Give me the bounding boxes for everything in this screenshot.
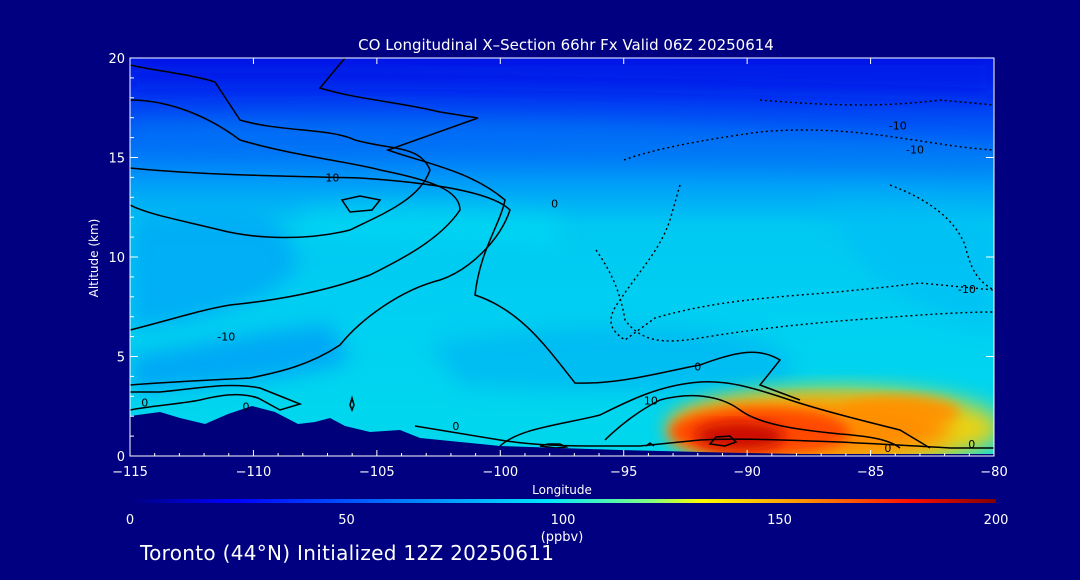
contour-line bbox=[318, 58, 801, 401]
field-region bbox=[130, 116, 994, 175]
contours-positive bbox=[130, 58, 994, 449]
contour-label: -10 bbox=[217, 331, 235, 344]
contour-label: 0 bbox=[551, 197, 558, 210]
field-region bbox=[130, 325, 350, 392]
contour-line-dotted bbox=[595, 249, 994, 342]
colorbar-tick-label: 0 bbox=[126, 513, 134, 528]
y-axis: 0 5 10 15 20 bbox=[108, 52, 994, 465]
contour-line-dotted bbox=[889, 184, 994, 291]
contour-line bbox=[499, 380, 931, 449]
x-tick-label: −85 bbox=[857, 465, 884, 480]
contour-line bbox=[340, 195, 382, 213]
y-tick-label: 20 bbox=[108, 52, 125, 67]
contour-label: 10 bbox=[644, 394, 658, 407]
colorbar-ticks: 0 50 100 150 200 bbox=[126, 513, 1009, 528]
colorbar-tick-label: 100 bbox=[551, 513, 576, 528]
contour-line-dotted bbox=[759, 99, 994, 106]
contour-line bbox=[645, 442, 655, 447]
colorbar-tick-label: 50 bbox=[338, 513, 355, 528]
field-region bbox=[430, 325, 792, 391]
contour-line bbox=[414, 425, 994, 449]
contour-label: 0 bbox=[694, 360, 701, 373]
contour-line bbox=[130, 167, 511, 386]
contour-label: -10 bbox=[958, 283, 976, 296]
colorbar-units: (ppbv) bbox=[541, 530, 584, 545]
x-tick-label: −105 bbox=[359, 465, 395, 480]
field-region bbox=[130, 209, 300, 330]
contour-label: -10 bbox=[889, 120, 907, 133]
plume-east-orange bbox=[840, 396, 960, 428]
colorbar-tick-label: 200 bbox=[984, 513, 1009, 528]
contour-label: 0 bbox=[243, 400, 250, 413]
y-tick-label: 5 bbox=[117, 351, 125, 366]
contour-line-dotted bbox=[610, 184, 994, 341]
colorbar bbox=[130, 499, 996, 503]
contour-line bbox=[130, 64, 431, 239]
field-region bbox=[130, 58, 994, 95]
contour-line bbox=[708, 435, 738, 447]
x-axis: −115 −110 −105 −100 −95 −90 −85 −80 bbox=[112, 58, 1008, 480]
x-tick-label: −115 bbox=[112, 465, 148, 480]
chart-title: CO Longitudinal X–Section 66hr Fx Valid … bbox=[358, 36, 774, 54]
contour-label: 0 bbox=[141, 396, 148, 409]
contour-label: 0 bbox=[968, 438, 975, 451]
colorbar-tick-label: 150 bbox=[767, 513, 792, 528]
contour-line bbox=[130, 384, 303, 411]
contour-label: 10 bbox=[325, 171, 339, 184]
x-tick-label: −100 bbox=[482, 465, 518, 480]
contour-label: 0 bbox=[452, 420, 459, 433]
contour-label: -10 bbox=[906, 144, 924, 157]
contour-line bbox=[604, 394, 901, 449]
x-axis-label: Longitude bbox=[532, 483, 592, 497]
plume bbox=[670, 383, 994, 456]
terrain bbox=[130, 406, 994, 456]
x-tick-label: −110 bbox=[236, 465, 272, 480]
x-tick-label: −80 bbox=[980, 465, 1007, 480]
plume-core bbox=[695, 422, 785, 450]
y-tick-label: 15 bbox=[108, 152, 125, 167]
contour-line bbox=[130, 99, 461, 331]
contour-line bbox=[349, 395, 355, 413]
contours-negative bbox=[595, 99, 994, 342]
x-tick-label: −95 bbox=[610, 465, 637, 480]
y-axis-label: Altitude (km) bbox=[87, 219, 101, 298]
plot-area: 10 0 -10 0 0 0 0 10 -10 -10 -10 0 0 bbox=[130, 58, 994, 456]
contour-labels: 10 0 -10 0 0 0 0 10 -10 -10 -10 0 0 bbox=[141, 120, 976, 455]
contour-line bbox=[539, 443, 569, 449]
footer-caption: Toronto (44°N) Initialized 12Z 20250611 bbox=[140, 541, 555, 565]
y-tick-label: 10 bbox=[108, 251, 125, 266]
field-region bbox=[820, 199, 994, 330]
contour-label: 0 bbox=[884, 442, 891, 455]
x-tick-label: −90 bbox=[733, 465, 760, 480]
y-tick-label: 0 bbox=[117, 450, 125, 465]
